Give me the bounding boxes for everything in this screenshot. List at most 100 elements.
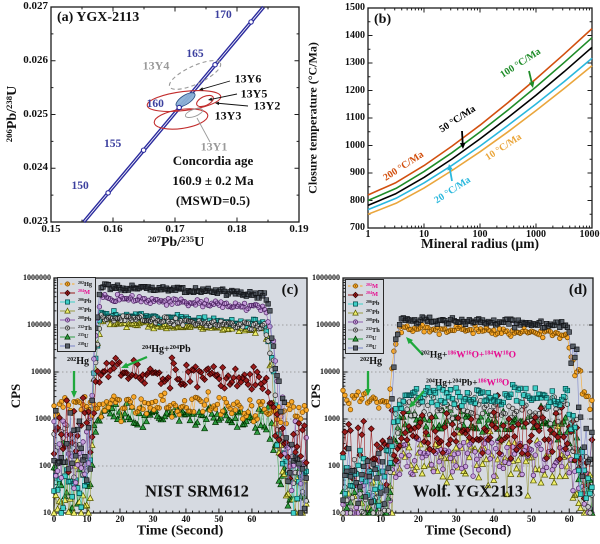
legend-label: 235U — [366, 335, 377, 343]
rich-text-segment: 206 — [366, 299, 372, 305]
legend-label: 202M — [366, 282, 378, 291]
y-tick-label: 800 — [350, 194, 365, 206]
legend-label: 207Pb — [366, 308, 380, 317]
panel-b-y-axis-label: Closure temperature (°C/Ma) — [305, 42, 320, 194]
rich-text-segment: 204 — [366, 290, 372, 296]
rich-text-segment: Hg+ — [151, 343, 170, 355]
x-tick-label: 0.17 — [165, 223, 185, 235]
rich-text-segment: Pb — [371, 317, 380, 325]
annotation-202hg-d: 202Hg — [359, 355, 383, 368]
x-tick-label: 30 — [451, 514, 461, 524]
panel-a-title: (a) YGX-2113 — [57, 10, 140, 25]
sample-name-c: NIST SRM612 — [145, 481, 249, 501]
panel-d-y-axis-label: CPS — [308, 383, 324, 409]
legend-entry: 204M — [60, 289, 92, 298]
rich-text-segment: Hg — [76, 355, 90, 367]
annotation-202hg-c: 202Hg — [66, 355, 90, 368]
rich-text-segment: Pb — [83, 298, 92, 306]
legend-entry: 206Pb — [60, 298, 92, 307]
panel-c-y-axis-label: CPS — [8, 383, 24, 409]
annotation-hg-wo-d: 202Hg+186W16O+184W18O — [421, 350, 516, 362]
legend-marker-204 — [348, 291, 363, 299]
sample-name-d: Wolf. YGX2113 — [412, 481, 524, 501]
rich-text-segment: 184 — [484, 350, 494, 357]
y-tick-label: 0.024 — [23, 161, 48, 174]
rich-text-segment: 208 — [78, 314, 84, 320]
rich-text-segment: 16 — [465, 350, 472, 357]
rich-text-segment: 235 — [366, 334, 372, 340]
y-tick-label: 1000 — [324, 413, 340, 423]
y-tick-label: 100000 — [316, 319, 340, 329]
y-tick-label: 0.023 — [23, 215, 48, 228]
legend-entry: 206Pb — [348, 300, 380, 309]
panel-a-y-axis-label: 206Pb/238U — [4, 86, 21, 142]
legend-entry: 204M — [348, 291, 380, 300]
rich-text-segment: 235 — [78, 332, 84, 338]
y-tick-label: 900 — [350, 166, 365, 178]
x-tick-label: 0.18 — [227, 223, 247, 235]
legend-entry: 202Hg — [60, 280, 92, 289]
rich-text-segment: Hg — [369, 355, 383, 367]
x-tick-label: 10 — [419, 229, 429, 240]
x-tick-label: 0.16 — [103, 223, 123, 235]
age-label: 165 — [186, 47, 204, 60]
rich-text-segment: 204 — [78, 288, 84, 294]
rich-text-segment: W — [456, 350, 466, 361]
curve-label-100: 100 °C/Ma — [498, 46, 543, 81]
rich-text-segment: 207 — [78, 306, 84, 312]
rich-text-segment: U — [371, 335, 377, 343]
y-tick-label: 1200 — [345, 84, 365, 96]
legend-marker-206 — [348, 301, 363, 307]
y-tick-label: 1500 — [345, 1, 365, 13]
panel-d-x-axis-label: Time (Second) — [424, 523, 512, 539]
rich-text-segment: U — [83, 342, 89, 349]
y-tick-label: 0.026 — [23, 53, 48, 66]
curve-label-20: 20 °C/Ma — [432, 174, 473, 207]
legend-label: 204M — [366, 291, 378, 299]
rich-text-segment: Pb — [371, 308, 380, 316]
legend-entry: 208Pb — [348, 317, 380, 326]
legend-entry: 235U — [348, 335, 380, 344]
legend-marker-232 — [348, 327, 363, 333]
rich-text-segment: 18 — [496, 378, 502, 385]
x-tick-label: 40 — [489, 514, 499, 524]
legend-marker-238 — [348, 345, 363, 351]
y-tick-label: 1400 — [345, 29, 365, 41]
annotation-204hg-204pb-c: 204Hg+204Pb — [142, 343, 191, 356]
rich-text-segment: 18 — [502, 350, 509, 357]
x-tick-label: 0 — [51, 514, 57, 524]
rich-text-segment: Pb — [83, 306, 92, 314]
x-tick-label: 60 — [564, 514, 574, 524]
y-tick-label: 1300 — [345, 56, 365, 68]
legend-entry: 232Th — [348, 326, 380, 335]
x-tick-label: 1 — [365, 229, 371, 240]
legend-marker-208 — [60, 317, 75, 323]
rich-text-segment: W — [486, 378, 497, 389]
rich-text-segment: Pb/ — [160, 235, 182, 251]
x-tick-label: 0.15 — [41, 223, 61, 235]
x-tick-label: 30 — [148, 514, 158, 524]
rich-text-segment: 202 — [66, 355, 77, 363]
curve-label-200: 200 °C/Ma — [381, 149, 426, 184]
x-tick-label: 100 — [472, 229, 488, 240]
rich-text-segment: 204 — [169, 343, 180, 351]
legend-c: 202Hg 204M 206Pb 207Pb 208Pb 232Th 235U 238U — [57, 277, 97, 353]
analysis-label: 13Y4 — [142, 58, 170, 73]
legend-label: 238U — [78, 342, 89, 350]
rich-text-segment: 186 — [447, 350, 457, 357]
rich-text-segment: O+ — [471, 350, 485, 361]
rich-text-segment: 208 — [366, 316, 372, 322]
rich-text-segment: Hg+ — [434, 378, 453, 389]
y-tick-label: 0.027 — [23, 0, 48, 13]
rich-text-segment: U — [83, 333, 89, 341]
legend-marker-207 — [348, 309, 363, 316]
y-tick-label: 1000 — [35, 413, 51, 423]
concordia-age-line1: Concordia age — [172, 153, 254, 169]
rich-text-segment: 202 — [359, 355, 370, 363]
y-tick-label: 700 — [350, 221, 365, 233]
rich-text-segment: 207 — [366, 308, 372, 314]
legend-label: 232Th — [78, 324, 92, 333]
legend-marker-206 — [60, 299, 75, 305]
concordia-age-line3: (MSWD=0.5) — [175, 193, 251, 209]
curve-label-10: 10 °C/Ma — [483, 131, 524, 164]
